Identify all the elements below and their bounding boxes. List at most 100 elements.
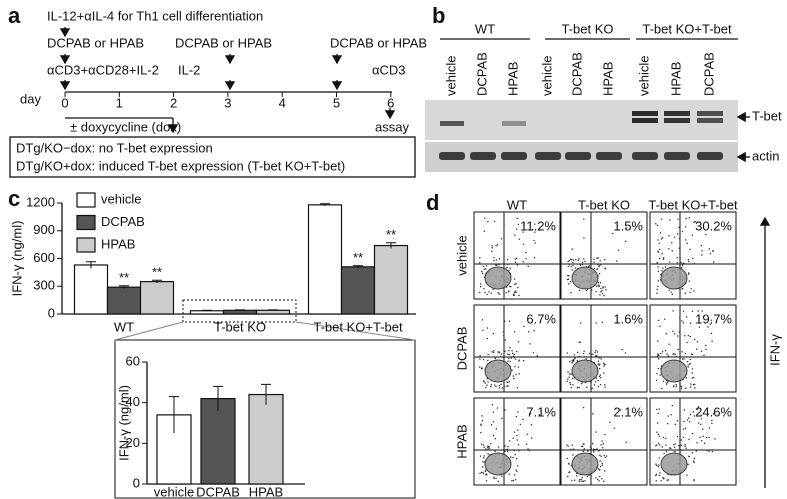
event-dot [577, 259, 579, 262]
event-dot [493, 260, 495, 262]
event-dot [676, 257, 678, 259]
event-dot [487, 221, 489, 223]
event-dot [700, 418, 703, 420]
event-dot [686, 474, 688, 476]
event-dot [592, 443, 594, 445]
event-dot [601, 321, 604, 323]
event-dot [494, 384, 496, 386]
event-dot [656, 431, 658, 433]
event-dot [599, 383, 602, 386]
event-dot [657, 239, 659, 241]
column-label: T-bet KO+T-bet [648, 197, 738, 212]
event-dot [688, 260, 690, 263]
event-dot [583, 350, 585, 352]
y-tick-label: 1200 [26, 194, 55, 209]
event-dot [569, 383, 572, 386]
event-dot [678, 331, 680, 333]
band [632, 111, 658, 116]
event-dot [657, 250, 659, 252]
event-dot [590, 351, 592, 353]
event-dot [599, 363, 601, 365]
event-dot [582, 445, 584, 448]
event-dot [509, 360, 511, 363]
event-dot [673, 385, 675, 387]
event-dot [657, 340, 659, 342]
event-dot [664, 318, 666, 320]
event-dot [493, 256, 495, 259]
event-dot [496, 407, 498, 409]
event-dot [515, 257, 518, 260]
event-dot [657, 270, 659, 272]
event-dot [483, 446, 485, 448]
event-dot [691, 368, 694, 370]
event-dot [569, 382, 571, 384]
event-dot [684, 352, 686, 355]
event-dot [687, 259, 690, 261]
event-dot [667, 381, 669, 383]
event-dot [655, 223, 657, 225]
event-dot [680, 444, 683, 446]
column-label: T-bet KO [578, 197, 630, 212]
event-dot [581, 480, 583, 482]
event-dot [696, 221, 699, 223]
event-dot [495, 428, 497, 430]
percent-label: 30.2% [695, 218, 732, 233]
event-dot [534, 223, 536, 225]
event-dot [583, 218, 585, 220]
event-dot [660, 238, 663, 240]
event-dot [663, 478, 665, 480]
event-dot [625, 240, 627, 243]
event-dot [488, 446, 490, 448]
event-dot [517, 429, 519, 431]
event-dot [479, 358, 481, 360]
event-dot [672, 353, 674, 355]
event-dot [511, 480, 513, 482]
event-dot [482, 472, 484, 474]
event-dot [595, 355, 597, 357]
day-number: 1 [116, 95, 123, 110]
event-dot [600, 455, 602, 457]
event-dot [596, 285, 598, 287]
event-dot [566, 278, 569, 281]
event-dot [503, 224, 505, 226]
lane-label: DCPAB [474, 52, 489, 96]
event-dot [673, 236, 676, 238]
event-dot [671, 250, 673, 252]
event-dot [533, 239, 535, 242]
event-dot [679, 317, 681, 319]
event-dot [579, 341, 581, 343]
event-dot [658, 474, 660, 477]
event-dot [479, 366, 481, 368]
event-dot [572, 259, 575, 261]
event-dot [479, 257, 481, 259]
event-dot [586, 475, 589, 477]
event-dot [581, 264, 583, 266]
event-dot [665, 379, 667, 382]
band-label: actin [752, 148, 779, 163]
event-dot [657, 465, 659, 468]
event-dot [597, 468, 600, 470]
event-dot [684, 444, 686, 446]
event-dot [482, 329, 484, 331]
event-dot [494, 438, 496, 440]
event-dot [705, 348, 707, 351]
event-dot [484, 382, 486, 384]
event-dot [581, 445, 583, 448]
panel-label: a [8, 3, 21, 28]
event-dot [658, 354, 660, 356]
legend-swatch [76, 214, 96, 231]
event-dot [571, 248, 573, 250]
note: DTg/KO+dox: induced T-bet expression (T-… [16, 158, 345, 173]
event-dot [655, 463, 657, 465]
event-dot [676, 261, 678, 264]
event-dot [661, 253, 663, 255]
event-dot [656, 262, 658, 264]
event-dot [665, 450, 668, 453]
band [697, 152, 723, 160]
event-dot [656, 464, 658, 466]
event-dot [661, 218, 663, 220]
event-dot [681, 351, 683, 353]
event-dot [508, 473, 510, 475]
event-dot [527, 448, 529, 450]
event-dot [700, 423, 702, 425]
